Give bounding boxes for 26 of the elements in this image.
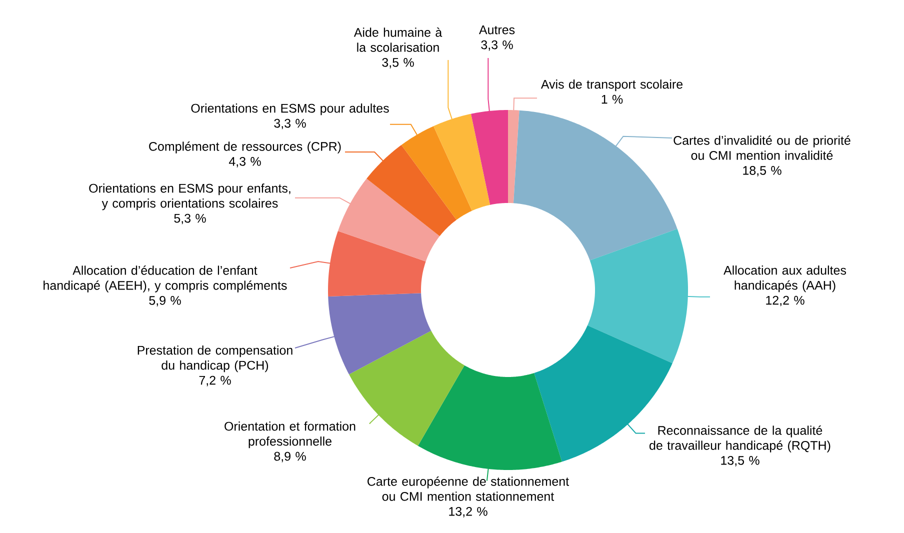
slice-label: Cartes d’invalidité ou de priorité ou CMI mention invalidité [674,136,850,160]
slice-label: Orientation et formation professionnelle [224,422,356,448]
data-label: 5,3 % [174,214,206,224]
slice-label: Prestation de compensation du handicap (PCH) [138,346,292,372]
data-label: 3,5 % [382,58,414,68]
data-label: 5,9 % [149,296,181,306]
data-label: 13,5 % [721,456,760,466]
slice-label: Orientations en ESMS pour enfants, y compris orientations scolaires [89,184,290,210]
data-label: 4,3 % [228,157,261,168]
slice-label: Reconnaissance de la qualité de travailleur handicapé (RQTH) [650,426,830,452]
data-label: 18,5 % [743,166,782,176]
data-label: 3,3 % [481,40,513,51]
slice-label: Orientations en ESMS pour adultes [191,104,389,116]
data-label: 12,2 % [766,296,804,306]
slice-label: Avis de transport scolaire [540,80,683,92]
data-label: 8,9 % [274,452,306,462]
slice-label: Aide humaine à la scolarisation [354,28,442,52]
slice-label: Carte européenne de stationnement ou CMI mention stationnement [368,476,569,501]
slice-label: Allocation d’éducation de l’enfant handicapé (AEEH), y compris compléments [44,266,287,292]
data-label: 13,2 % [449,507,488,518]
slice-label: Autres [478,26,515,34]
slice-label: Complément de ressources (CPR) [149,142,341,154]
data-label: 1 % [602,94,623,104]
slice-label: Allocation aux adultes handicapés (AAH) [724,266,846,292]
data-label: 7,2 % [199,376,231,386]
data-label: 3,3 % [274,118,306,130]
